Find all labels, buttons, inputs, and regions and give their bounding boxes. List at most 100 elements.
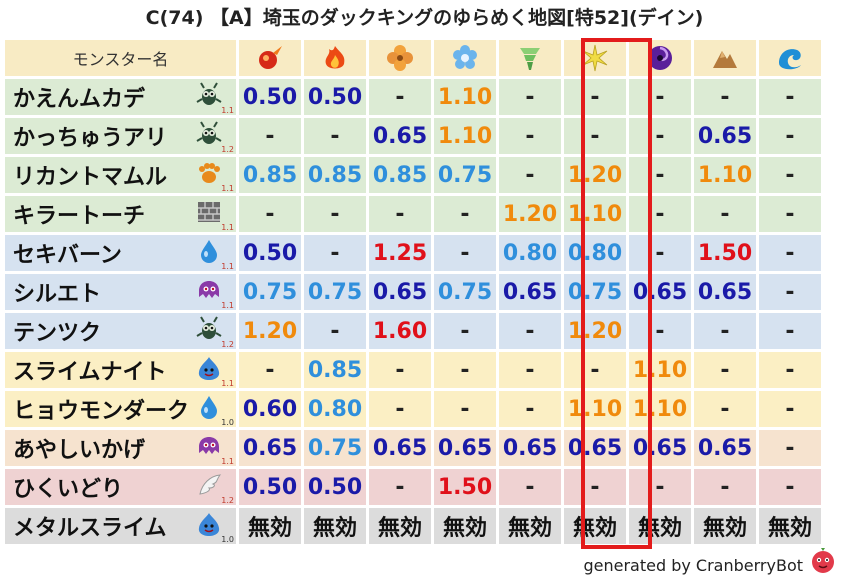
resistance-value-fire-small: 0.75 xyxy=(239,274,301,310)
light-star-icon xyxy=(564,40,626,76)
monster-name: メタルスライム xyxy=(13,516,167,541)
resistance-value-fire-small: 0.85 xyxy=(239,157,301,193)
drop-icon xyxy=(196,238,222,264)
resistance-value-light: 0.80 xyxy=(564,235,626,271)
ice-flower-icon xyxy=(434,40,496,76)
resistance-value-dark: - xyxy=(629,157,691,193)
resistance-value-earth: - xyxy=(369,469,431,505)
resistance-value-earth: 0.65 xyxy=(369,430,431,466)
paw-icon xyxy=(196,160,222,186)
resistance-value-light: 1.10 xyxy=(564,196,626,232)
monster-name: かっちゅうアリ xyxy=(13,126,168,151)
resistance-value-water: - xyxy=(759,313,821,349)
monster-name-cell: かえんムカデ 1.1 xyxy=(5,79,236,115)
resistance-value-rock: - xyxy=(694,313,756,349)
monster-name-cell: シルエト 1.1 xyxy=(5,274,236,310)
resistance-value-fire-small: - xyxy=(239,118,301,154)
resistance-value-fire-large: 0.50 xyxy=(304,469,366,505)
monster-name-cell: かっちゅうアリ 1.2 xyxy=(5,118,236,154)
monster-name: シルエト xyxy=(13,282,102,307)
resistance-value-earth: 0.65 xyxy=(369,118,431,154)
resistance-value-ice: 1.10 xyxy=(434,118,496,154)
fire-large-icon xyxy=(304,40,366,76)
version-label: 1.1 xyxy=(221,184,234,193)
table-row: セキバーン 1.1 0.50-1.25-0.80 0.80-1.50- xyxy=(5,235,821,271)
resistance-value-rock: 0.65 xyxy=(694,118,756,154)
resistance-value-wind: 0.65 xyxy=(499,430,561,466)
resistance-value-earth: 1.60 xyxy=(369,313,431,349)
resistance-value-earth: - xyxy=(369,79,431,115)
monster-name-cell: テンツク 1.2 xyxy=(5,313,236,349)
resistance-value-fire-large: - xyxy=(304,196,366,232)
resistance-value-rock: 1.10 xyxy=(694,157,756,193)
version-label: 1.2 xyxy=(221,145,234,154)
version-label: 1.1 xyxy=(221,301,234,310)
resistance-value-fire-small: 無効 xyxy=(239,508,301,544)
resistance-value-ice: 無効 xyxy=(434,508,496,544)
footer-credit: generated by CranberryBot xyxy=(583,556,803,575)
monster-name: ヒョウモンダーク xyxy=(13,399,190,424)
version-label: 1.0 xyxy=(221,418,234,427)
version-label: 1.2 xyxy=(221,496,234,505)
version-label: 1.0 xyxy=(221,535,234,544)
resistance-value-fire-small: 0.50 xyxy=(239,235,301,271)
resistance-value-fire-small: 0.50 xyxy=(239,79,301,115)
resistance-value-dark: - xyxy=(629,196,691,232)
resistance-value-fire-small: - xyxy=(239,196,301,232)
resistance-value-dark: 1.10 xyxy=(629,391,691,427)
resistance-value-wind: - xyxy=(499,118,561,154)
resistance-value-light: - xyxy=(564,469,626,505)
resistance-value-dark: - xyxy=(629,469,691,505)
ghost-icon xyxy=(196,433,222,459)
resistance-value-fire-small: 0.65 xyxy=(239,430,301,466)
slime-icon xyxy=(196,355,222,381)
resistance-value-fire-large: 0.75 xyxy=(304,430,366,466)
resistance-value-wind: 1.20 xyxy=(499,196,561,232)
water-wave-icon xyxy=(759,40,821,76)
resistance-value-ice: 0.75 xyxy=(434,274,496,310)
resistance-value-fire-large: 0.50 xyxy=(304,79,366,115)
monster-name-cell: ひくいどり 1.2 xyxy=(5,469,236,505)
resistance-value-light: 1.20 xyxy=(564,157,626,193)
version-label: 1.1 xyxy=(221,457,234,466)
resistance-value-light: 無効 xyxy=(564,508,626,544)
resistance-value-water: - xyxy=(759,430,821,466)
resistance-value-ice: - xyxy=(434,313,496,349)
insect-icon xyxy=(196,121,222,147)
resistance-value-fire-large: 0.85 xyxy=(304,352,366,388)
monster-name: テンツク xyxy=(13,321,102,346)
resistance-value-light: - xyxy=(564,352,626,388)
resistance-value-light: 1.10 xyxy=(564,391,626,427)
resistance-value-wind: - xyxy=(499,469,561,505)
resistance-value-fire-large: - xyxy=(304,235,366,271)
wind-tornado-icon xyxy=(499,40,561,76)
resistance-value-light: 1.20 xyxy=(564,313,626,349)
monster-name: ひくいどり xyxy=(13,477,124,502)
resistance-value-rock: 無効 xyxy=(694,508,756,544)
resistance-value-rock: 0.65 xyxy=(694,274,756,310)
resistance-value-wind: - xyxy=(499,157,561,193)
table-row: かっちゅうアリ 1.2- -0.65 1.10- - -0.65- xyxy=(5,118,821,154)
table-row: かえんムカデ 1.1 0.50 0.50-1.10- - - - - xyxy=(5,79,821,115)
version-label: 1.1 xyxy=(221,106,234,115)
earth-clover-icon xyxy=(369,40,431,76)
resistance-value-wind: - xyxy=(499,352,561,388)
cranberry-bot-icon xyxy=(810,548,836,574)
dark-swirl-icon xyxy=(629,40,691,76)
monster-name-header: モンスター名 xyxy=(5,40,236,76)
resistance-value-earth: - xyxy=(369,352,431,388)
version-label: 1.1 xyxy=(221,379,234,388)
wing-icon xyxy=(196,472,222,498)
version-label: 1.1 xyxy=(221,262,234,271)
monster-name-cell: セキバーン 1.1 xyxy=(5,235,236,271)
resistance-value-water: - xyxy=(759,469,821,505)
resistance-value-fire-large: - xyxy=(304,118,366,154)
monster-name-cell: キラートーチ 1.1 xyxy=(5,196,236,232)
resistance-value-dark: 0.65 xyxy=(629,430,691,466)
table-row: リカントマムル 1.1 0.85 0.85 0.85 0.75-1.20-1.10- xyxy=(5,157,821,193)
resistance-value-rock: - xyxy=(694,391,756,427)
resistance-value-fire-small: 0.50 xyxy=(239,469,301,505)
resistance-value-rock: - xyxy=(694,469,756,505)
resistance-value-earth: 0.85 xyxy=(369,157,431,193)
resistance-value-dark: 0.65 xyxy=(629,274,691,310)
